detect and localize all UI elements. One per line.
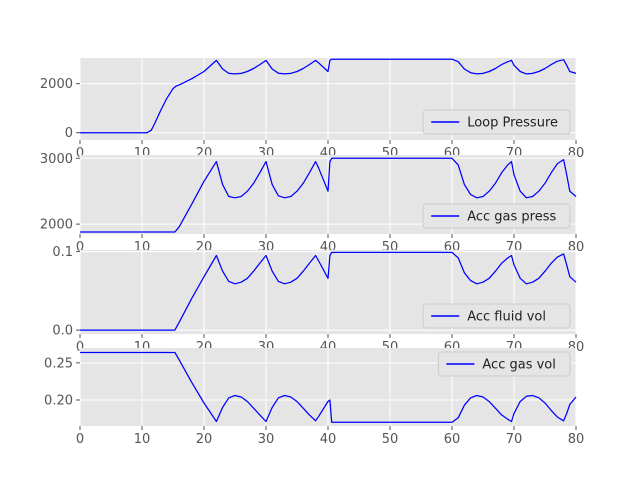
legend-label: Loop Pressure [467, 116, 558, 131]
legend: Loop Pressure [422, 109, 571, 135]
legend-label: Acc gas vol [482, 358, 555, 373]
y-tick-label: 0.0 [52, 324, 73, 339]
legend-box [422, 303, 571, 329]
x-tick-label: 10 [134, 432, 151, 447]
series-line-acc-gas-vol [80, 351, 577, 423]
panel-acc-gas-vol: 0 10 20 30 40 50 60 70 80 0.20 0.25 Acc gas vol [44, 348, 584, 447]
legend-label: Acc gas press [467, 210, 556, 225]
series-line-loop-pressure [80, 58, 577, 134]
legend-box [422, 203, 571, 229]
legend: Acc fluid vol [422, 303, 571, 329]
x-tick-label: 0 [76, 146, 84, 161]
series-line-acc-fluid-vol [80, 251, 577, 331]
x-tick-label: 0 [76, 432, 84, 447]
x-tick-label: 60 [444, 432, 461, 447]
x-tick-label: 80 [568, 432, 585, 447]
legend-box [437, 351, 571, 377]
x-tick-label: 0 [76, 340, 84, 355]
x-tick-label: 0 [76, 240, 84, 255]
y-tick-label: 3000 [40, 152, 73, 167]
y-tick-label: 0.20 [44, 394, 73, 409]
x-tick-label: 20 [196, 432, 213, 447]
legend-box [422, 109, 571, 135]
y-tick-label: 0 [65, 126, 73, 141]
legend: Acc gas press [422, 203, 571, 229]
x-tick-label: 30 [258, 432, 275, 447]
y-tick-label: 2000 [40, 218, 73, 233]
series-line-acc-gas-press [80, 157, 577, 233]
x-tick-label: 40 [320, 432, 337, 447]
legend-label: Acc fluid vol [467, 310, 546, 325]
legend: Acc gas vol [437, 351, 571, 377]
y-tick-label: 0.1 [52, 245, 73, 260]
y-tick-label: 2000 [40, 77, 73, 92]
x-tick-label: 50 [382, 432, 399, 447]
y-tick-label: 0.25 [44, 356, 73, 371]
x-tick-label: 70 [506, 432, 523, 447]
